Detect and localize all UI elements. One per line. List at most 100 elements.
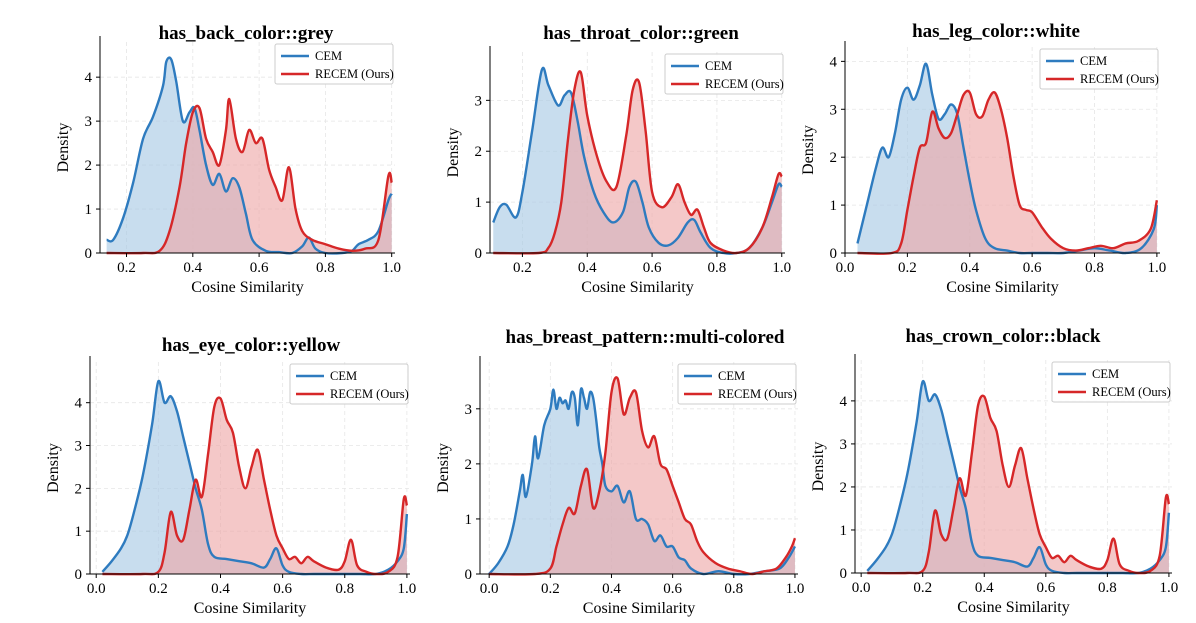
- legend: CEM RECEM (Ours): [664, 53, 784, 95]
- x-axis-label: Cosine Similarity: [583, 600, 695, 617]
- y-tick-label: 0: [475, 246, 483, 262]
- density-line-recem: [857, 89, 1159, 255]
- y-tick-label: 4: [840, 394, 848, 410]
- x-tick-label: 0.8: [316, 260, 335, 276]
- y-tick-label: 3: [840, 437, 848, 453]
- y-axis-label: Density: [435, 443, 452, 493]
- x-tick-label: 1.0: [786, 581, 805, 597]
- x-tick-label: 0.2: [913, 580, 932, 596]
- density-line-cem: [492, 66, 783, 255]
- x-axis-label: Cosine Similarity: [946, 279, 1058, 296]
- legend-label-cem: CEM: [718, 369, 745, 383]
- y-axis-label: Density: [800, 125, 817, 175]
- y-tick-label: 1: [830, 198, 838, 214]
- density-area-recem: [867, 395, 1169, 574]
- density-area-recem: [493, 71, 782, 254]
- x-tick-label: 0.6: [1023, 260, 1042, 276]
- x-tick-label: 0.6: [643, 260, 662, 276]
- panel-title: has_leg_color::white: [912, 21, 1080, 42]
- legend-label-recem: RECEM (Ours): [705, 77, 784, 91]
- y-tick-label: 2: [465, 457, 473, 473]
- x-tick-label: 0.0: [836, 260, 855, 276]
- x-tick-label: 1.0: [1160, 580, 1179, 596]
- density-line-recem: [867, 394, 1171, 575]
- y-tick-label: 2: [840, 480, 848, 496]
- x-tick-label: 0.8: [335, 581, 354, 597]
- panel-title: has_crown_color::black: [906, 326, 1101, 347]
- y-tick-label: 2: [75, 481, 83, 497]
- x-tick-label: 0.4: [602, 581, 621, 597]
- legend-label-cem: CEM: [330, 369, 357, 383]
- y-tick-label: 1: [85, 202, 93, 218]
- y-axis-label: Density: [445, 128, 462, 178]
- panel-title: has_back_color::grey: [159, 23, 334, 44]
- y-tick-label: 0: [75, 567, 83, 583]
- x-tick-label: 0.6: [273, 581, 292, 597]
- x-tick-label: 0.4: [211, 581, 230, 597]
- legend: CEM RECEM (Ours): [289, 363, 409, 405]
- x-tick-label: 0.6: [250, 260, 269, 276]
- x-tick-label: 1.0: [398, 581, 417, 597]
- legend: CEM RECEM (Ours): [274, 43, 394, 85]
- x-tick-label: 0.4: [975, 580, 994, 596]
- y-axis-label: Density: [55, 123, 72, 173]
- density-area-recem: [489, 377, 795, 575]
- legend: CEM RECEM (Ours): [1039, 48, 1159, 90]
- y-tick-label: 2: [830, 150, 838, 166]
- y-tick-label: 0: [830, 246, 838, 262]
- y-tick-label: 1: [75, 524, 83, 540]
- x-tick-label: 0.0: [87, 581, 106, 597]
- x-axis-label: Cosine Similarity: [191, 279, 303, 296]
- density-area-recem: [102, 397, 407, 575]
- y-axis-label: Density: [45, 443, 62, 493]
- legend-label-recem: RECEM (Ours): [330, 387, 409, 401]
- x-tick-label: 0.0: [852, 580, 871, 596]
- legend-label-recem: RECEM (Ours): [1080, 72, 1159, 86]
- x-tick-label: 0.6: [663, 581, 682, 597]
- density-panel-5: 0.0 0.2 0.4 0.6 0.8 1.0 0 1 2 3 Cosine Similarity D…: [435, 327, 804, 617]
- y-tick-label: 2: [475, 144, 483, 160]
- y-tick-label: 1: [840, 523, 848, 539]
- panel-title: has_eye_color::yellow: [162, 335, 341, 356]
- panel-title: has_throat_color::green: [543, 23, 739, 44]
- x-tick-label: 0.4: [960, 260, 979, 276]
- y-tick-label: 3: [85, 114, 93, 130]
- density-panel-6: 0.0 0.2 0.4 0.6 0.8 1.0 0 1 2 3 4 Cosine Similarity…: [810, 326, 1178, 616]
- x-tick-label: 0.8: [708, 260, 727, 276]
- x-tick-label: 0.8: [1098, 580, 1117, 596]
- x-tick-label: 0.8: [1085, 260, 1104, 276]
- y-tick-label: 1: [465, 512, 473, 528]
- x-tick-label: 1.0: [382, 260, 401, 276]
- density-panel-3: 0.0 0.2 0.4 0.6 0.8 1.0 0 1 2 3 4 Cosine Similarity…: [800, 21, 1166, 296]
- x-tick-label: 1.0: [772, 260, 791, 276]
- y-tick-label: 3: [75, 439, 83, 455]
- density-panel-2: 0.2 0.4 0.6 0.8 1.0 0 1 2 3 Cosine Similarity Dens…: [445, 23, 791, 296]
- legend-label-cem: CEM: [705, 59, 732, 73]
- density-line-cem: [488, 387, 796, 576]
- y-tick-label: 4: [85, 70, 93, 86]
- legend: CEM RECEM (Ours): [1051, 361, 1171, 403]
- x-tick-label: 0.2: [898, 260, 917, 276]
- legend-label-cem: CEM: [1080, 54, 1107, 68]
- legend-label-cem: CEM: [315, 49, 342, 63]
- panel-title: has_breast_pattern::multi-colored: [506, 327, 785, 348]
- y-axis-label: Density: [810, 442, 827, 492]
- density-panel-4: 0.0 0.2 0.4 0.6 0.8 1.0 0 1 2 3 4 Cosine Similarity…: [45, 335, 416, 617]
- x-tick-label: 0.4: [578, 260, 597, 276]
- x-tick-label: 0.6: [1036, 580, 1055, 596]
- x-tick-label: 0.0: [480, 581, 499, 597]
- x-tick-label: 0.2: [541, 581, 560, 597]
- x-tick-label: 0.2: [149, 581, 168, 597]
- density-area-recem: [857, 90, 1157, 254]
- density-line-recem: [489, 376, 797, 576]
- density-area-cem: [867, 381, 1169, 574]
- legend-label-recem: RECEM (Ours): [1092, 385, 1171, 399]
- y-tick-label: 3: [475, 93, 483, 109]
- legend-label-recem: RECEM (Ours): [315, 67, 394, 81]
- y-tick-label: 0: [85, 246, 93, 262]
- y-tick-label: 0: [840, 566, 848, 582]
- y-tick-label: 3: [830, 102, 838, 118]
- y-tick-label: 4: [75, 396, 83, 412]
- x-axis-label: Cosine Similarity: [194, 600, 306, 617]
